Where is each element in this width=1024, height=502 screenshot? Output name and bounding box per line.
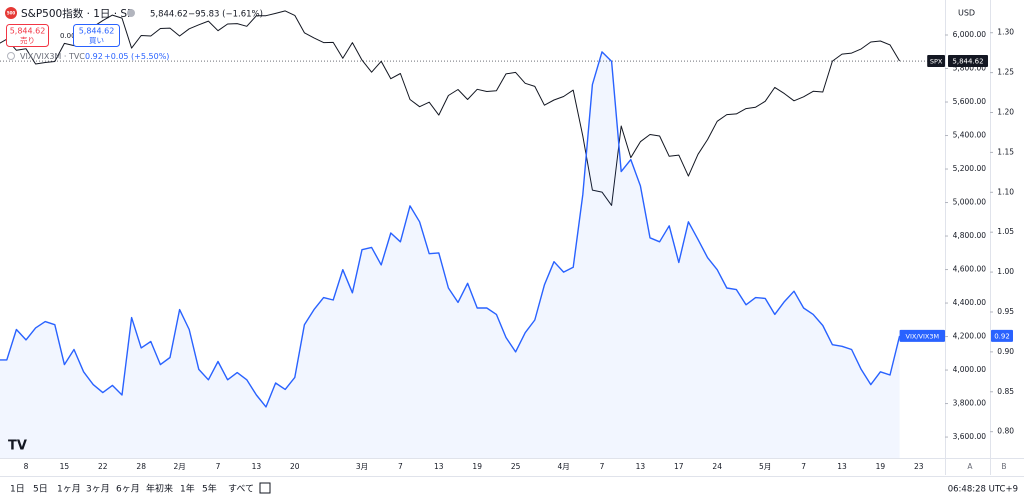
range-button[interactable]: 3ヶ月 <box>86 484 110 495</box>
series-name-tag <box>927 55 945 68</box>
legend-label: SPX <box>930 58 943 66</box>
date-range-icon[interactable] <box>259 482 271 494</box>
buy-price[interactable]: 5,844.62 <box>79 27 115 36</box>
last-value-tag <box>948 55 988 68</box>
buy-button[interactable] <box>73 24 120 47</box>
y-tick-label: 4,800.00 <box>953 231 987 240</box>
range-button[interactable]: 1年 <box>180 483 195 495</box>
series-area <box>0 51 900 458</box>
x-tick-label: 8 <box>24 462 29 471</box>
currency[interactable]: USD <box>958 9 975 18</box>
y2-tick-label: 0.90 <box>997 347 1014 356</box>
y2-tick-label: 1.30 <box>997 28 1014 37</box>
range-button[interactable]: 5日 <box>33 484 48 495</box>
last-value-label: 5,844.62 <box>952 58 983 66</box>
legend-label: VIX/VIX3M <box>906 332 940 340</box>
x-tick-label: 5月 <box>759 462 771 471</box>
y2-tick-label: 0.95 <box>997 307 1014 316</box>
y2-tick-label: 1.10 <box>997 187 1014 196</box>
compare-change: +0.05 (+5.50%) <box>104 52 169 61</box>
range-button[interactable]: 年初来 <box>146 483 173 495</box>
symbol-title[interactable]: S&P500指数 · 1日 · SP <box>21 7 133 20</box>
x-tick-label: 13 <box>636 462 646 471</box>
x-tick-label: 20 <box>290 462 300 471</box>
series-line <box>0 51 901 408</box>
y-tick-label: 6,000.00 <box>953 30 987 39</box>
symbol-icon-text: 500 <box>7 11 16 16</box>
y-tick-label: 4,200.00 <box>953 332 987 341</box>
y-tick-label: 5,000.00 <box>953 198 987 207</box>
last-value-tag <box>991 329 1013 342</box>
x-tick-label: 22 <box>98 462 108 471</box>
logo: TV <box>8 439 27 454</box>
y-tick-label: 5,400.00 <box>953 131 987 140</box>
symbol-icon <box>5 7 17 19</box>
compare-value: 0.92 <box>85 52 103 61</box>
range-button[interactable]: 1日 <box>10 484 25 495</box>
y2-tick-label: 1.00 <box>997 267 1014 276</box>
y-tick-label: 4,600.00 <box>953 265 987 274</box>
overlay: 500 S&P500指数 · 1日 · SP 5,844.62 −95.83 (… <box>5 7 1018 495</box>
y-tick-label: 3,800.00 <box>953 399 987 408</box>
scale-button[interactable]: B <box>1001 462 1006 471</box>
x-tick-label: 19 <box>472 462 482 471</box>
x-tick-label: 28 <box>136 462 146 471</box>
y-tick-label: 4,000.00 <box>953 365 987 374</box>
x-tick-label: 7 <box>801 462 806 471</box>
y-tick-label: 5,200.00 <box>953 164 987 173</box>
x-tick-label: 17 <box>674 462 684 471</box>
y-tick-label: 5,800.00 <box>953 64 987 73</box>
y2-tick-label: 1.20 <box>997 108 1014 117</box>
scale-button[interactable]: A <box>967 462 973 471</box>
y2-tick-label: 0.80 <box>997 427 1014 436</box>
plot-area <box>0 10 945 458</box>
spread: 0.00 <box>60 32 76 40</box>
sell-label[interactable]: 売り <box>20 35 35 45</box>
y-tick-label: 3,600.00 <box>953 432 987 441</box>
last-value-label: 0.92 <box>994 332 1010 340</box>
x-tick-label: 7 <box>398 462 403 471</box>
x-tick-label: 7 <box>600 462 605 471</box>
symbol-price: 5,844.62 <box>150 10 188 20</box>
x-tick-label: 24 <box>712 462 722 471</box>
x-tick-label: 15 <box>60 462 70 471</box>
clock: 06:48:28 UTC+9 <box>948 485 1018 495</box>
y2-tick-label: 1.15 <box>997 147 1014 156</box>
x-tick-label: 4月 <box>557 462 569 471</box>
x-tick-label: 2月 <box>173 462 185 471</box>
series-line <box>0 10 901 206</box>
compare-symbol[interactable]: VIX/VIX3M · TVC <box>20 52 85 61</box>
y2-tick-label: 1.25 <box>997 68 1014 77</box>
y-tick-label: 4,400.00 <box>953 298 987 307</box>
y-tick-label: 5,600.00 <box>953 97 987 106</box>
x-tick-label: 25 <box>511 462 521 471</box>
x-tick-label: 23 <box>914 462 924 471</box>
x-tick-label: 19 <box>876 462 886 471</box>
sell-button[interactable] <box>6 24 49 47</box>
range-button[interactable]: 6ヶ月 <box>116 484 140 495</box>
series-name-tag <box>899 329 945 342</box>
x-tick-label: 13 <box>252 462 262 471</box>
status-dot <box>127 9 135 17</box>
y2-tick-label: 0.85 <box>997 387 1014 396</box>
x-tick-label: 13 <box>434 462 444 471</box>
visibility-icon[interactable] <box>7 52 15 60</box>
symbol-change: −95.83 (−1.61%) <box>188 10 263 20</box>
range-button[interactable]: 5年 <box>202 483 217 495</box>
x-tick-label: 3月 <box>356 462 368 471</box>
x-tick-label: 13 <box>837 462 847 471</box>
sell-price[interactable]: 5,844.62 <box>10 27 46 36</box>
y2-tick-label: 1.05 <box>997 227 1014 236</box>
x-tick-label: 7 <box>216 462 221 471</box>
range-button[interactable]: 1ヶ月 <box>57 484 81 495</box>
range-button[interactable]: すべて <box>228 484 254 495</box>
buy-label[interactable]: 買い <box>89 36 104 45</box>
